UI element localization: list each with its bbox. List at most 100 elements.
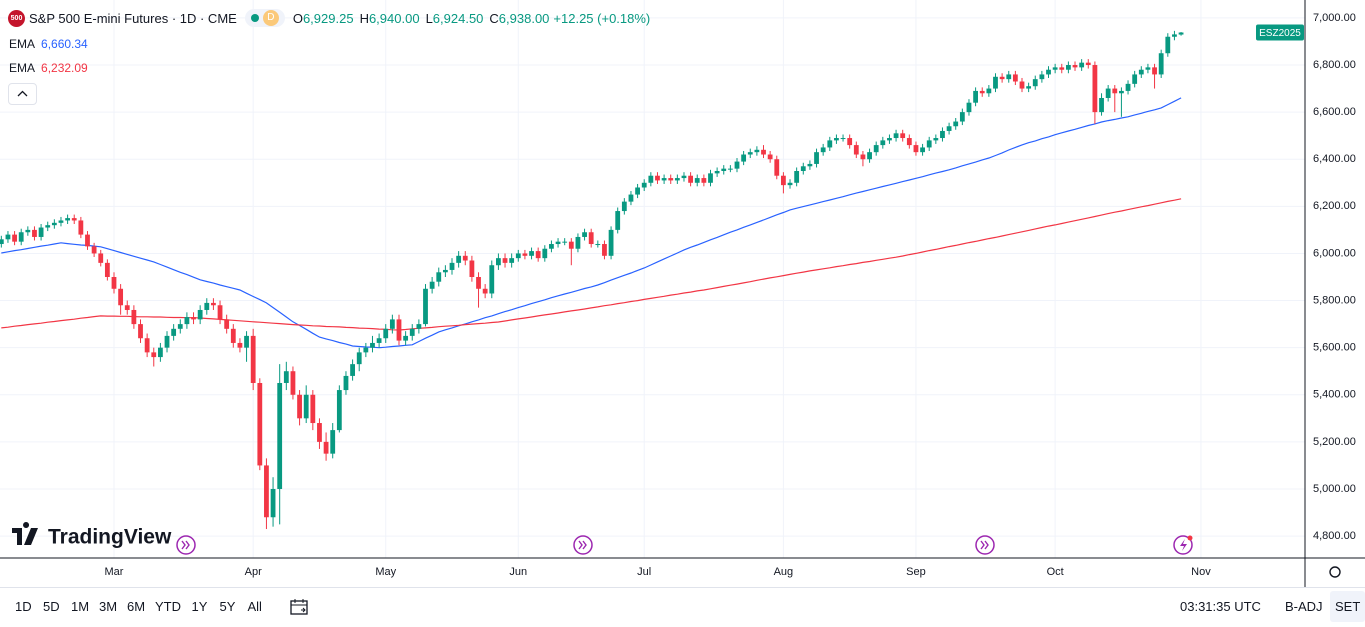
candle-body: [244, 335, 249, 348]
event-icon[interactable]: [573, 535, 593, 555]
candle-body: [668, 178, 674, 181]
candle-body: [959, 112, 965, 122]
event-arrow: [980, 540, 989, 550]
x-tick-label: Jun: [509, 566, 527, 578]
candle-body: [71, 218, 77, 221]
candle-body: [714, 171, 720, 174]
ema-value: 6,660.34: [41, 37, 88, 51]
candle-body: [396, 319, 402, 341]
candle-body: [1172, 34, 1177, 37]
candle-body: [913, 145, 919, 153]
ohlc-value: 6,940.00: [368, 10, 420, 26]
candle-body: [65, 218, 71, 221]
range-button[interactable]: 6M: [127, 599, 146, 614]
ema-value: 6,232.09: [41, 61, 88, 75]
symbol-title[interactable]: S&P 500 E-mini Futures · 1D · CME: [29, 10, 237, 26]
candle-body: [747, 152, 753, 155]
ohlc-value: 6,929.25: [302, 10, 354, 26]
status-pill[interactable]: D: [244, 9, 285, 27]
candle-body: [356, 352, 362, 365]
candle-body: [78, 220, 84, 235]
candle-body: [727, 168, 733, 170]
candle-body: [12, 234, 17, 242]
candle-body: [157, 347, 163, 358]
candle-body: [1072, 65, 1078, 68]
candle-body: [496, 258, 501, 266]
range-button[interactable]: 1D: [15, 599, 32, 614]
candle-body: [277, 382, 283, 489]
event-circle: [573, 535, 593, 555]
logo-mark: [12, 522, 38, 545]
candle-body: [376, 338, 382, 343]
candle-body: [800, 166, 806, 172]
candle-body: [423, 288, 428, 325]
candle-body: [780, 175, 786, 186]
candle-body: [542, 248, 548, 259]
range-button[interactable]: 5D: [43, 599, 60, 614]
y-tick-label: 5,600.00: [1313, 342, 1356, 354]
settings-toggle[interactable]: SET: [1330, 591, 1365, 622]
candle-body: [18, 232, 24, 242]
x-tick-label: Apr: [245, 566, 262, 578]
candle-body: [104, 262, 110, 277]
date-range-icon[interactable]: [289, 597, 311, 617]
range-button[interactable]: All: [247, 599, 262, 614]
ohlc-label: L: [425, 10, 433, 26]
candle-body: [25, 229, 31, 233]
y-tick-label: 5,200.00: [1313, 436, 1356, 448]
event-dot: [1187, 535, 1193, 541]
candle-body: [164, 335, 170, 348]
candle-body: [469, 260, 475, 277]
candle-body: [595, 244, 601, 246]
candle-body: [853, 145, 859, 155]
range-button[interactable]: 3M: [99, 599, 118, 614]
candle-body: [389, 319, 395, 329]
candle-body: [177, 324, 183, 329]
candle-body: [409, 328, 415, 336]
range-button[interactable]: 1M: [71, 599, 90, 614]
ema-legend-row: EMA 6,232.09: [9, 61, 88, 75]
candle-body: [85, 234, 90, 247]
candle-body: [1119, 90, 1124, 94]
event-icon[interactable]: [975, 535, 995, 555]
candle-body: [5, 234, 11, 240]
event-icon[interactable]: [176, 535, 196, 555]
y-tick-label: 6,800.00: [1313, 59, 1356, 71]
candle-body: [655, 175, 660, 181]
candle-body: [946, 126, 952, 131]
candle-body: [0, 239, 4, 245]
candle-body: [721, 168, 727, 172]
candle-body: [582, 232, 587, 237]
candle-body: [171, 328, 177, 336]
adjust-toggle[interactable]: B-ADJ: [1285, 599, 1323, 614]
price-tag-bg: [1256, 24, 1304, 41]
candle-body: [940, 130, 945, 139]
collapse-button[interactable]: [8, 83, 37, 105]
candle-body: [602, 244, 607, 256]
clock[interactable]: 03:31:35 UTC: [1180, 599, 1261, 614]
candle-body: [847, 138, 853, 146]
candle-body: [993, 76, 998, 89]
candle-body: [973, 90, 979, 103]
candle-body: [867, 152, 872, 160]
change: +12.25 (+0.18%): [553, 10, 651, 26]
candle-body: [827, 140, 833, 148]
range-button[interactable]: 5Y: [219, 599, 236, 614]
candle-body: [1092, 65, 1098, 113]
candle-body: [442, 269, 448, 273]
event-icon[interactable]: [1173, 535, 1193, 555]
candle-body: [211, 302, 216, 306]
range-button[interactable]: YTD: [155, 599, 181, 614]
ema-line: [1, 198, 1182, 331]
candle-body: [184, 317, 190, 325]
candle-body: [986, 88, 992, 94]
range-button[interactable]: 1Y: [191, 599, 208, 614]
ema-legend-row: EMA 6,660.34: [9, 37, 88, 51]
candle-body: [741, 154, 747, 162]
candle-body: [383, 328, 389, 339]
candle-body: [966, 102, 972, 113]
chart: Mar Apr May Jun Jul Aug Sep Oct Nov 4,800.00 5,000…: [0, 0, 1365, 587]
x-tick-label: Sep: [906, 566, 926, 578]
candle-body: [310, 394, 316, 424]
